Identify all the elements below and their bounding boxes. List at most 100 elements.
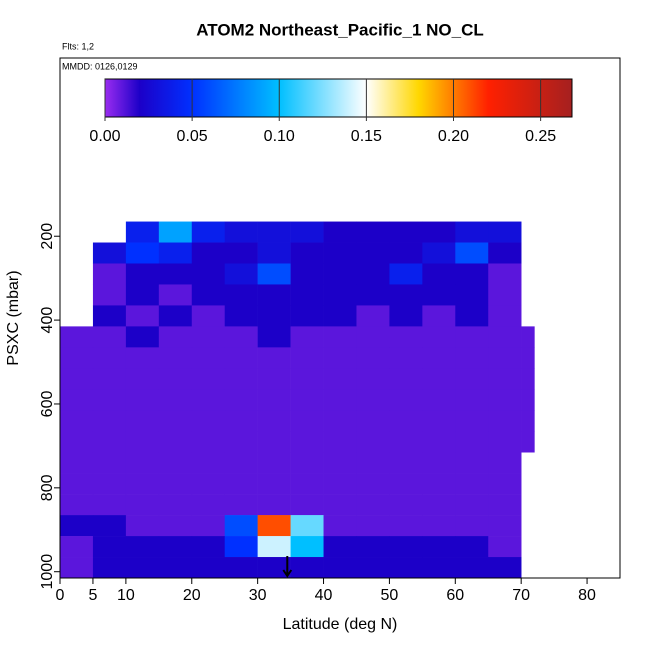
x-tick-label: 20 [183, 587, 201, 604]
heatmap-cell [356, 368, 390, 390]
heatmap-cell [125, 263, 160, 285]
heatmap-cell [158, 284, 193, 306]
heatmap-cell [422, 284, 456, 306]
colorbar-tick-label: 0.05 [177, 128, 208, 145]
heatmap-cell [422, 389, 456, 411]
heatmap-cell [125, 347, 160, 369]
heatmap-cell [422, 536, 456, 558]
heatmap-cell [389, 494, 423, 516]
heatmap-cell [290, 536, 324, 558]
heatmap-cell [422, 494, 456, 516]
y-tick-label: 200 [39, 223, 56, 250]
heatmap-cell [323, 347, 357, 369]
heatmap-cell [323, 326, 357, 348]
heatmap-cell [92, 473, 127, 495]
heatmap-cell [158, 515, 193, 537]
heatmap-cell [158, 431, 193, 453]
heatmap-cell [125, 305, 160, 327]
heatmap-cell [125, 410, 160, 432]
heatmap-cell [158, 536, 193, 558]
heatmap-cell [158, 263, 193, 285]
heatmap-cell [257, 221, 291, 243]
heatmap-cell [389, 410, 423, 432]
heatmap-cell [422, 410, 456, 432]
heatmap-cell [92, 410, 127, 432]
heatmap-cell [356, 347, 390, 369]
heatmap-cell [356, 494, 390, 516]
heatmap-cell [488, 368, 522, 390]
heatmap-cell [488, 263, 522, 285]
heatmap-cell [290, 347, 324, 369]
y-tick-label: 800 [39, 474, 56, 501]
heatmap-cell [158, 557, 193, 579]
x-tick-label: 30 [249, 587, 267, 604]
heatmap-cell [125, 557, 160, 579]
heatmap-cell [158, 410, 193, 432]
heatmap-cell [422, 473, 456, 495]
colorbar-tick-label: 0.10 [264, 128, 295, 145]
heatmap-cell [257, 473, 291, 495]
heatmap-cell [422, 221, 456, 243]
heatmap-cell [191, 305, 226, 327]
heatmap-cell [455, 473, 489, 495]
heatmap-cell [92, 389, 127, 411]
heatmap-cell [191, 284, 226, 306]
heatmap-cell [224, 536, 258, 558]
heatmap-cell [191, 452, 226, 474]
heatmap-cell [521, 368, 535, 390]
heatmap-cell [257, 410, 291, 432]
x-tick-label: 70 [512, 587, 530, 604]
heatmap-cell [158, 473, 193, 495]
heatmap-cell [290, 326, 324, 348]
heatmap-cell [257, 515, 291, 537]
heatmap-cell [521, 326, 535, 348]
heatmap-cell [191, 347, 226, 369]
heatmap-cell [389, 368, 423, 390]
heatmap-cell [92, 326, 127, 348]
heatmap-cell [257, 263, 291, 285]
heatmap-cell [257, 431, 291, 453]
heatmap-cell [224, 452, 258, 474]
heatmap-cell [488, 284, 522, 306]
heatmap-cell [92, 494, 127, 516]
heatmap-cell [60, 431, 94, 453]
heatmap-cell [125, 221, 160, 243]
heatmap-cell [488, 431, 522, 453]
heatmap-cell [257, 368, 291, 390]
heatmap-cell [257, 242, 291, 264]
heatmap-cell [422, 368, 456, 390]
heatmap-cell [290, 263, 324, 285]
heatmap-cell [455, 452, 489, 474]
heatmap-cell [323, 221, 357, 243]
heatmap-cell [257, 389, 291, 411]
heatmap-cell [455, 242, 489, 264]
heatmap-cell [158, 326, 193, 348]
colorbar-tick-label: 0.20 [438, 128, 469, 145]
heatmap-cell [422, 515, 456, 537]
heatmap-cell [125, 452, 160, 474]
heatmap-cell [125, 431, 160, 453]
heatmap-cell [92, 452, 127, 474]
heatmap-cell [323, 536, 357, 558]
heatmap-cell [191, 221, 226, 243]
heatmap-cell [125, 368, 160, 390]
heatmap-cell [422, 347, 456, 369]
heatmap-cell [257, 452, 291, 474]
heatmap-cell [290, 389, 324, 411]
heatmap-cell [389, 221, 423, 243]
heatmap-cell [389, 557, 423, 579]
heatmap-cell [389, 536, 423, 558]
heatmap-cell [521, 347, 535, 369]
heatmap-cell [60, 452, 94, 474]
heatmap-cell [92, 431, 127, 453]
heatmap-cell [257, 347, 291, 369]
heatmap-cell [158, 242, 193, 264]
heatmap-cell [191, 368, 226, 390]
heatmap-cell [125, 284, 160, 306]
heatmap-cell [191, 263, 226, 285]
heatmap-cell [455, 221, 489, 243]
heatmap-cell [488, 452, 522, 474]
heatmap-cell [224, 389, 258, 411]
